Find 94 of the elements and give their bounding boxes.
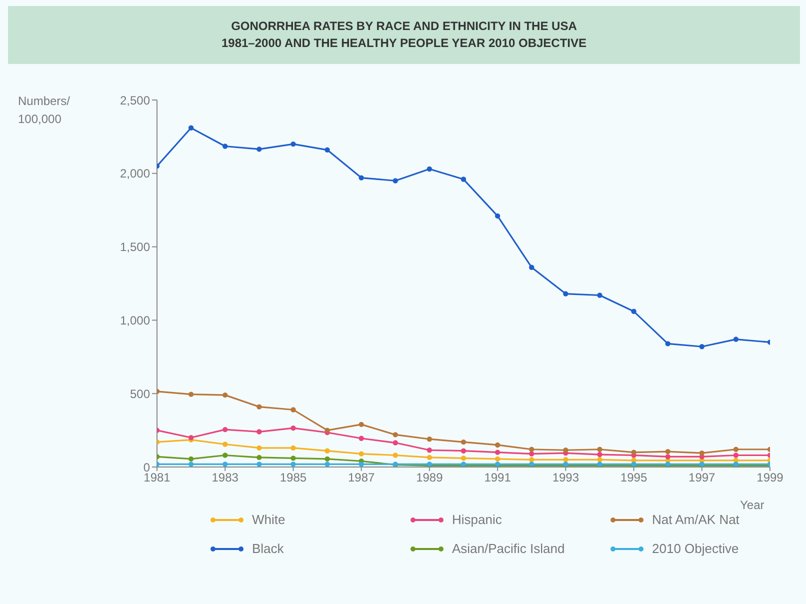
y-tick-label: 2,500 xyxy=(120,93,150,108)
point xyxy=(529,457,534,462)
point xyxy=(358,451,364,456)
legend-label: Hispanic xyxy=(452,512,502,527)
point xyxy=(290,407,296,412)
point xyxy=(358,462,364,467)
y-tick-label: 1,500 xyxy=(120,240,150,254)
point xyxy=(290,445,296,451)
point xyxy=(563,291,568,296)
y-tick-label: 500 xyxy=(130,386,150,401)
point xyxy=(597,292,602,298)
x-tick-label: 1991 xyxy=(484,470,512,485)
point xyxy=(324,147,330,153)
x-tick-label: 1995 xyxy=(620,470,648,485)
point xyxy=(597,457,602,462)
point xyxy=(188,125,194,130)
point xyxy=(529,264,534,270)
point xyxy=(597,446,602,452)
point xyxy=(460,456,466,461)
point xyxy=(290,456,296,461)
point xyxy=(358,422,364,428)
point xyxy=(426,454,432,460)
point xyxy=(529,446,534,452)
point xyxy=(426,166,432,172)
legend-label: Asian/Pacific Island xyxy=(452,541,565,556)
x-tick-label: 1987 xyxy=(348,470,376,485)
legend-label: Nat Am/AK Nat xyxy=(652,512,740,527)
point xyxy=(597,452,602,458)
line-series xyxy=(157,388,770,456)
point xyxy=(256,404,262,410)
point xyxy=(426,436,432,442)
point xyxy=(529,451,534,456)
point xyxy=(324,456,330,462)
point xyxy=(188,456,194,462)
point xyxy=(222,426,228,432)
point xyxy=(563,457,568,462)
point xyxy=(256,454,262,460)
line-series xyxy=(157,426,770,460)
x-axis-title: Year xyxy=(740,498,764,512)
point xyxy=(324,448,330,454)
y-tick-label: 2,000 xyxy=(120,166,150,181)
point xyxy=(699,344,704,350)
point xyxy=(392,432,398,438)
point xyxy=(222,452,228,458)
point xyxy=(256,445,262,451)
point xyxy=(426,448,432,453)
point xyxy=(494,213,500,219)
point xyxy=(188,392,194,397)
point xyxy=(358,436,364,441)
x-tick-label: 1983 xyxy=(212,470,239,485)
point xyxy=(256,462,262,467)
legend-label: White xyxy=(252,512,286,527)
point xyxy=(494,450,500,455)
x-tick-label: 1997 xyxy=(688,470,716,485)
point xyxy=(256,429,262,434)
point xyxy=(392,440,398,446)
x-tick-label: 1989 xyxy=(416,470,444,485)
y-tick-label: 1,000 xyxy=(120,313,150,328)
x-tick-label: 1993 xyxy=(552,470,580,485)
point xyxy=(324,462,330,467)
point xyxy=(733,336,739,342)
point xyxy=(324,428,330,433)
point xyxy=(631,308,636,314)
point xyxy=(665,448,670,454)
point xyxy=(188,462,194,467)
point xyxy=(699,450,704,456)
point xyxy=(256,146,262,152)
point xyxy=(222,442,228,447)
point xyxy=(665,454,670,460)
point xyxy=(392,452,398,458)
point xyxy=(460,448,466,454)
point xyxy=(290,462,296,467)
point xyxy=(222,144,228,149)
point xyxy=(665,341,670,346)
x-tick-label: 1999 xyxy=(756,470,784,485)
point xyxy=(494,442,500,448)
point xyxy=(290,426,296,431)
point xyxy=(631,450,636,455)
point xyxy=(358,175,364,180)
point xyxy=(460,176,466,182)
point xyxy=(563,448,568,453)
point xyxy=(222,462,228,467)
point xyxy=(460,439,466,445)
point xyxy=(392,178,398,184)
legend-label: 2010 Objective xyxy=(652,541,739,556)
x-tick-label: 1985 xyxy=(280,470,307,485)
legend-label: Black xyxy=(252,541,284,556)
point xyxy=(733,446,739,452)
y-axis-title: Numbers/ 100,000 xyxy=(18,93,72,128)
chart-title: GONORRHEA RATES BY RACE AND ETHNICITY IN THE USA 1981–2000 AND THE HEALTHY PEOPLE YEAR 2010 OBJECTIVE xyxy=(221,18,587,52)
point xyxy=(290,141,296,147)
point xyxy=(494,456,500,462)
point xyxy=(222,392,228,398)
point xyxy=(733,452,739,458)
